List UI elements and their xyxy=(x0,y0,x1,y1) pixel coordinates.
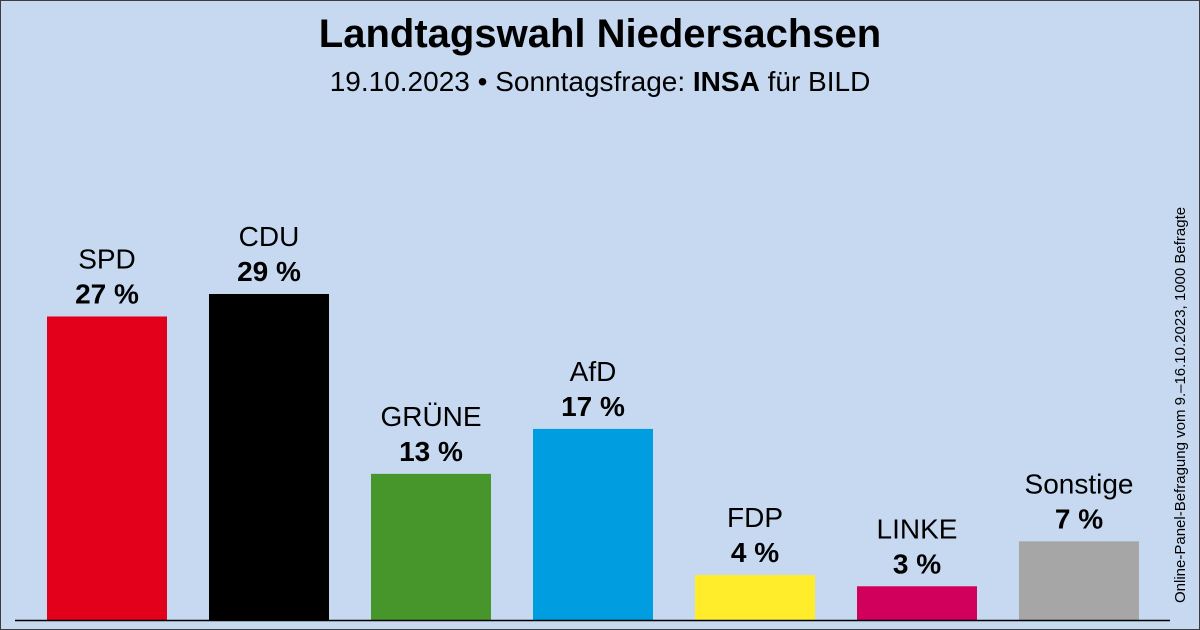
category-label-fdp: FDP xyxy=(727,502,783,533)
value-label-afd: 17 % xyxy=(561,391,625,422)
bar-fdp xyxy=(695,575,815,620)
bar-cdu xyxy=(209,294,329,620)
category-label-spd: SPD xyxy=(78,243,136,274)
subtitle-date: 19.10.2023 • Sonntagsfrage: xyxy=(329,66,686,97)
chart-title: Landtagswahl Niedersachsen xyxy=(318,12,882,56)
value-label-grüne: 13 % xyxy=(399,436,463,467)
chart-subtitle: 19.10.2023 • Sonntagsfrage: INSA für BIL… xyxy=(0,66,1200,98)
survey-note: Online-Panel-Befragung vom 9.–16.10.2023… xyxy=(1172,206,1189,603)
value-label-sonstige: 7 % xyxy=(1055,503,1103,534)
value-label-fdp: 4 % xyxy=(731,537,779,568)
bar-spd xyxy=(47,316,167,620)
bar-grüne xyxy=(371,473,491,620)
category-label-cdu: CDU xyxy=(239,221,300,252)
category-label-afd: AfD xyxy=(570,356,617,387)
value-label-linke: 3 % xyxy=(893,548,941,579)
bar-afd xyxy=(533,428,653,620)
value-label-cdu: 29 % xyxy=(237,256,301,287)
category-label-grüne: GRÜNE xyxy=(380,401,481,432)
category-label-linke: LINKE xyxy=(877,513,958,544)
bar-sonstige xyxy=(1019,541,1139,620)
value-label-spd: 27 % xyxy=(75,278,139,309)
subtitle-client: für BILD xyxy=(767,66,871,97)
side-note-container: Online-Panel-Befragung vom 9.–16.10.2023… xyxy=(1172,120,1192,620)
bar-linke xyxy=(857,586,977,620)
subtitle-institute: INSA xyxy=(692,66,760,97)
category-label-sonstige: Sonstige xyxy=(1025,468,1134,499)
